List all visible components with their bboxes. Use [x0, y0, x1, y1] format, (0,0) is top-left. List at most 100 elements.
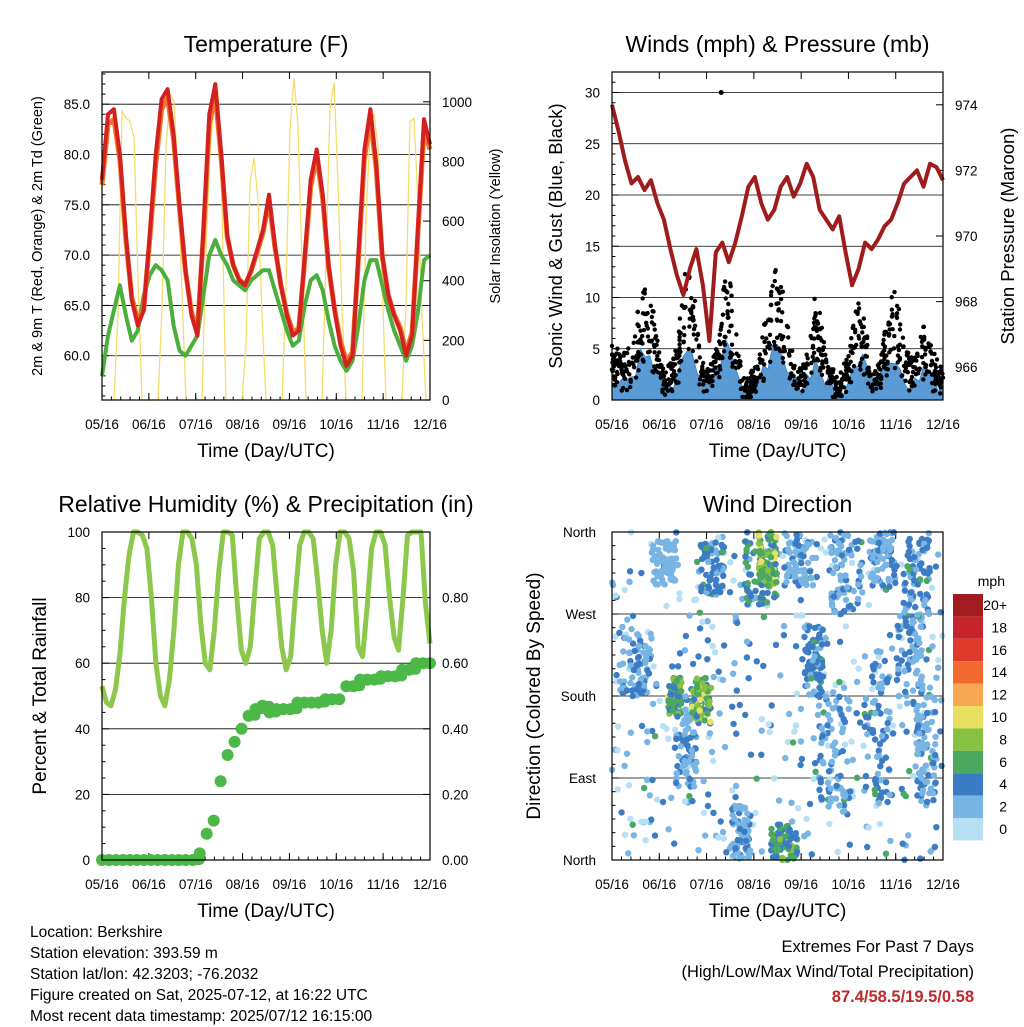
direction-point — [862, 772, 870, 780]
direction-point — [910, 577, 918, 584]
direction-point — [732, 612, 739, 619]
gust-point — [833, 382, 838, 387]
direction-point — [923, 656, 930, 663]
gust-point — [897, 342, 902, 347]
direction-point — [874, 566, 881, 574]
direction-point — [849, 756, 856, 764]
humidity-title: Relative Humidity (%) & Precipitation (i… — [58, 491, 473, 517]
direction-point — [753, 775, 760, 782]
direction-point — [773, 853, 780, 861]
direction-point — [669, 663, 676, 670]
direction-point — [906, 767, 913, 775]
gust-point — [884, 373, 889, 378]
direction-point — [791, 728, 798, 735]
direction-point — [833, 782, 840, 789]
gust-point — [788, 374, 793, 380]
direction-point — [773, 579, 780, 586]
gust-point — [622, 362, 627, 367]
direction-point — [931, 708, 939, 716]
direction-point — [890, 571, 898, 579]
direction-point — [780, 632, 788, 639]
direction-point — [922, 778, 929, 786]
direction-point — [668, 794, 675, 801]
gust-point — [868, 384, 873, 390]
direction-point — [827, 544, 834, 551]
gust-point — [694, 337, 699, 342]
direction-point — [803, 648, 810, 655]
gust-point — [780, 289, 785, 294]
direction-point — [898, 785, 905, 793]
direction-point — [792, 835, 800, 842]
direction-point — [621, 831, 629, 838]
direction-point — [648, 549, 656, 556]
direction-point — [715, 563, 722, 570]
winds-ytick-label: 10 — [585, 291, 600, 306]
direction-point — [696, 707, 703, 714]
direction-point — [766, 531, 773, 538]
temperature-y2tick-label: 600 — [442, 214, 465, 229]
direction-point — [736, 701, 743, 709]
gust-point — [853, 309, 858, 314]
direction-point — [681, 798, 689, 805]
direction-point — [818, 688, 825, 695]
gust-point — [678, 349, 683, 354]
gust-point — [682, 333, 687, 338]
winds-y2tick-label: 966 — [955, 360, 978, 375]
gust-point — [883, 361, 889, 366]
colorbar-label: 10 — [991, 709, 1007, 725]
direction-point — [804, 682, 811, 689]
direction-point — [813, 573, 820, 581]
direction-point — [715, 668, 722, 675]
gust-point — [764, 336, 769, 341]
gust-point — [838, 383, 844, 388]
direction-point — [917, 774, 925, 781]
direction-point — [910, 618, 917, 626]
gust-point — [650, 309, 655, 314]
direction-ylabel: Direction (Colored By Speed) — [524, 572, 545, 819]
direction-point — [674, 713, 681, 720]
gust-point — [755, 367, 761, 372]
direction-point — [696, 609, 703, 616]
gust-point — [713, 371, 718, 376]
wind_direction-xtick-label: 08/16 — [737, 877, 771, 892]
direction-point — [806, 800, 814, 808]
wind_direction-frame — [611, 531, 944, 861]
gust-point — [729, 342, 735, 347]
gust-point — [778, 284, 784, 290]
direction-point — [786, 549, 793, 556]
direction-point — [720, 835, 727, 842]
direction-point — [637, 637, 644, 644]
direction-point — [685, 725, 692, 732]
direction-point — [875, 747, 882, 755]
gust-point — [660, 389, 665, 395]
direction-point — [669, 707, 676, 714]
direction-point — [732, 845, 739, 852]
direction-point — [817, 752, 824, 760]
gust-point — [925, 369, 930, 374]
direction-point — [842, 596, 850, 604]
direction-point — [793, 848, 801, 855]
gust-point — [741, 376, 747, 381]
direction-point — [636, 660, 643, 667]
gust-point — [932, 351, 937, 357]
direction-point — [822, 549, 830, 556]
direction-point — [869, 729, 877, 736]
gust-point — [701, 360, 706, 366]
direction-point — [758, 558, 765, 565]
direction-point — [846, 841, 853, 848]
direction-point — [878, 680, 885, 687]
gust-point — [791, 373, 796, 379]
direction-point — [690, 696, 698, 703]
temperature-frame — [101, 71, 431, 401]
gust-point — [839, 377, 845, 382]
gust-point — [663, 370, 668, 375]
direction-point — [765, 575, 772, 583]
direction-point — [923, 577, 931, 584]
direction-point — [853, 710, 860, 717]
gust-point — [856, 306, 862, 311]
gust-point — [785, 325, 791, 330]
direction-point — [696, 625, 704, 632]
gust-point — [694, 359, 699, 364]
temperature-xtick-label: 05/16 — [85, 417, 119, 432]
direction-point — [654, 546, 662, 554]
